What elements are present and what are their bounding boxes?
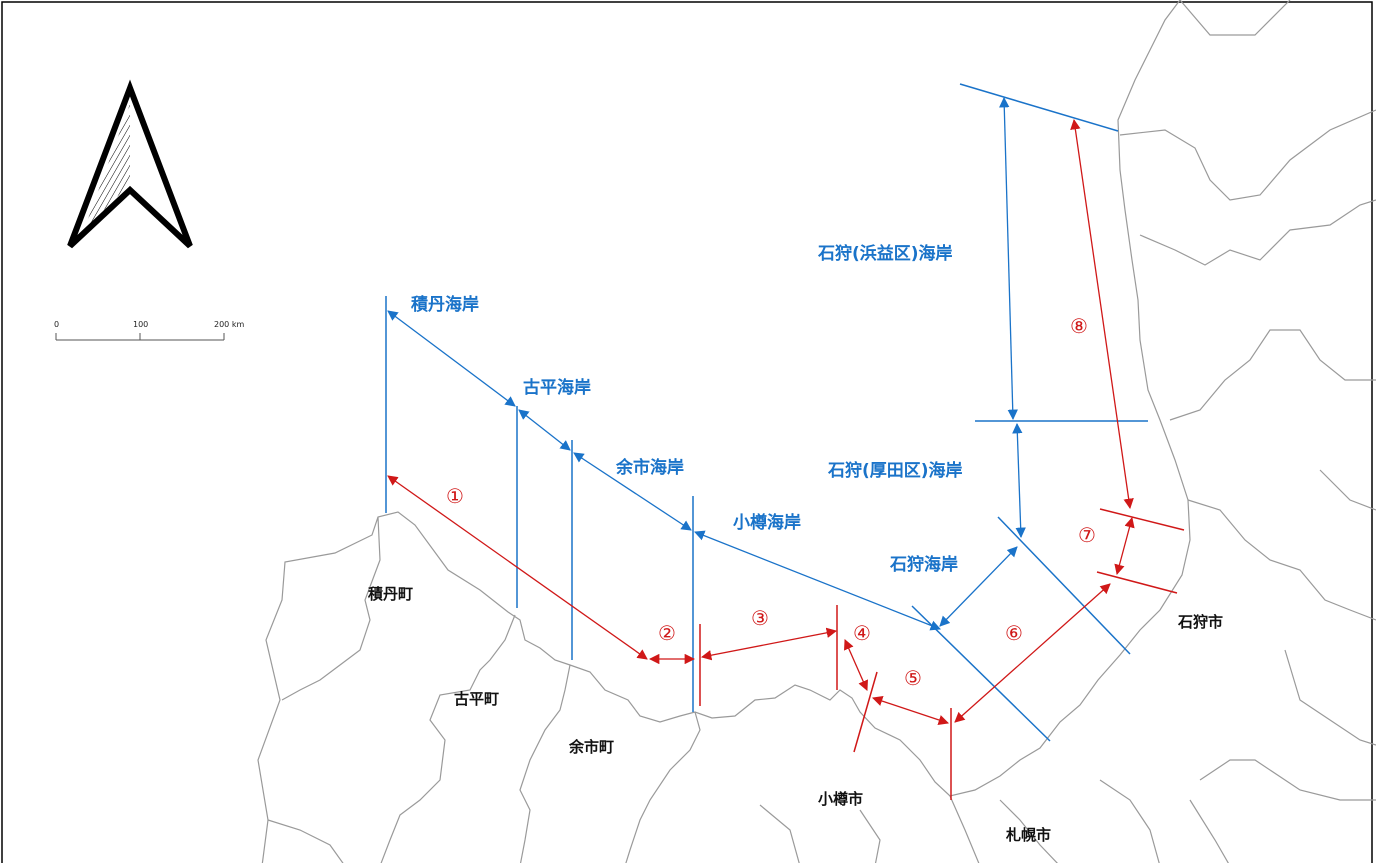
municipality-furubira-town: 古平町 [454, 690, 499, 708]
coast-label-yoichi: 余市海岸 [615, 457, 684, 478]
scale-tick-200: 200 km [214, 320, 244, 329]
zone-label-7: ⑦ [1078, 523, 1096, 547]
coast-label-furubira: 古平海岸 [523, 377, 591, 398]
zone-label-8: ⑧ [1070, 314, 1088, 338]
coast-label-ishikari-hamamasu: 石狩(浜益区)海岸 [817, 243, 953, 264]
zone-label-6: ⑥ [1005, 621, 1023, 645]
scale-bar: 0 100 200 km [54, 320, 244, 341]
scale-tick-100: 100 [133, 320, 148, 329]
municipality-otaru-city: 小樽市 [818, 790, 863, 808]
coast-extent-arrows [387, 96, 1026, 631]
coast-boundary-lines [385, 83, 1148, 742]
zone-label-1: ① [446, 484, 464, 508]
coast-label-shakotan: 積丹海岸 [411, 294, 479, 315]
zone-label-4: ④ [853, 621, 871, 645]
coast-label-ishikari-atsuta: 石狩(厚田区)海岸 [827, 460, 963, 481]
zone-label-2: ② [658, 621, 676, 645]
zone-label-3: ③ [751, 606, 769, 630]
municipality-sapporo-city: 札幌市 [1005, 826, 1051, 844]
coastline [257, 0, 1376, 863]
zone-boundary-lines [699, 508, 1185, 800]
coast-label-ishikari: 石狩海岸 [889, 554, 958, 575]
scale-tick-0: 0 [54, 320, 59, 329]
municipality-shakotan-town: 積丹町 [367, 585, 413, 603]
municipality-ishikari-city: 石狩市 [1177, 613, 1223, 631]
municipality-yoichi-town: 余市町 [568, 738, 614, 756]
north-arrow-icon [67, 79, 193, 249]
zone-label-5: ⑤ [904, 666, 922, 690]
zone-extent-arrows [387, 118, 1135, 725]
coast-label-otaru: 小樽海岸 [733, 512, 801, 533]
